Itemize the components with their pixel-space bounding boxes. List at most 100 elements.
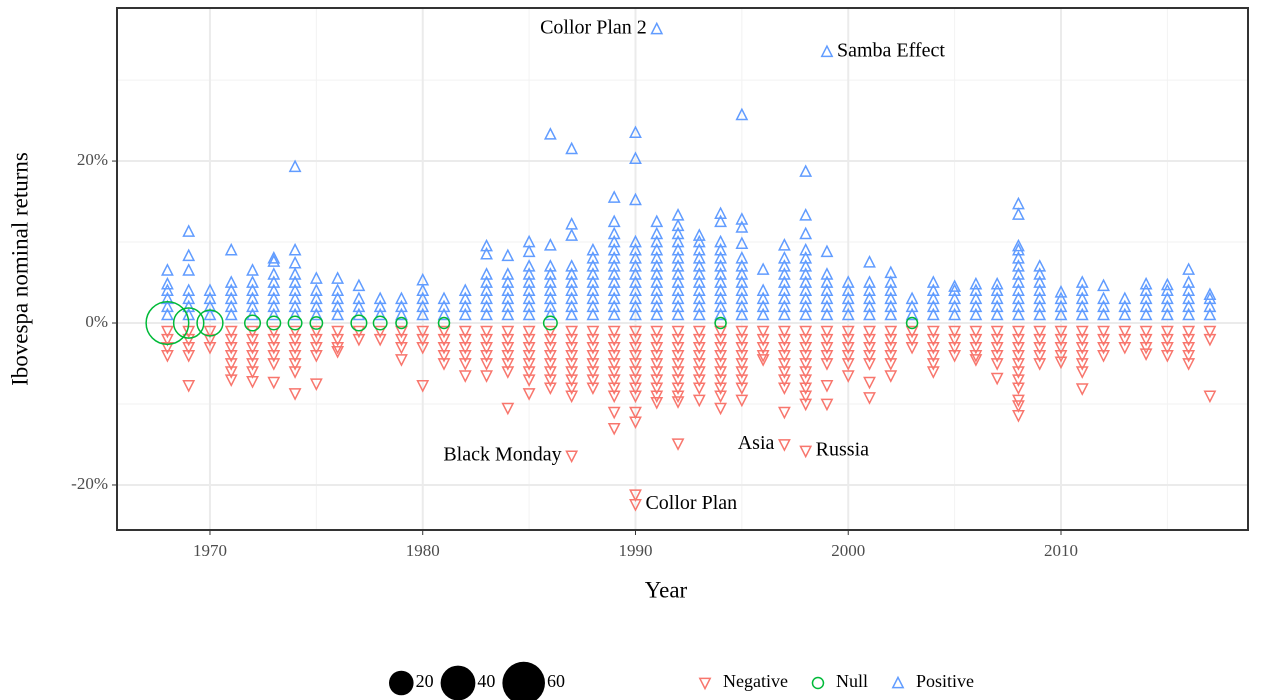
negative-point: [650, 341, 664, 355]
negative-point: [1139, 325, 1153, 339]
negative-point: [756, 333, 770, 347]
null-point: [714, 316, 727, 330]
annotation: Collor Plan: [645, 492, 737, 514]
negative-point: [1033, 325, 1047, 339]
positive-point: [1054, 307, 1068, 321]
positive-point: [969, 276, 983, 290]
positive-point: [629, 125, 642, 139]
negative-point: [437, 350, 451, 363]
positive-point: [224, 242, 238, 256]
annotation: Collor Plan 2: [540, 17, 647, 39]
positive-point: [1203, 299, 1217, 313]
positive-point: [586, 283, 600, 296]
positive-point: [863, 291, 876, 305]
positive-point: [288, 291, 302, 305]
positive-point: [373, 299, 387, 313]
negative-point: [501, 402, 515, 416]
negative-point: [671, 382, 685, 396]
positive-point: [692, 242, 706, 256]
null-point: [309, 316, 324, 330]
positive-point: [1118, 291, 1132, 305]
positive-point: [650, 21, 664, 35]
positive-point: [969, 299, 983, 313]
y-tick-label: 20%: [77, 150, 108, 169]
positive-point: [480, 238, 493, 252]
positive-point: [565, 291, 579, 305]
positive-point: [309, 307, 323, 321]
positive-point: [650, 299, 664, 313]
positive-point: [480, 299, 493, 313]
negative-point: [1075, 350, 1089, 363]
negative-point: [629, 341, 642, 355]
positive-point: [714, 250, 728, 264]
negative-point: [671, 374, 685, 387]
positive-point: [458, 291, 472, 305]
negative-point: [501, 350, 515, 363]
negative-point: [1075, 358, 1089, 371]
negative-point: [714, 374, 728, 387]
positive-point: [1182, 275, 1196, 288]
negative-point: [1012, 400, 1025, 413]
negative-point: [416, 380, 430, 393]
legend-key: [811, 676, 825, 690]
positive-point: [692, 267, 706, 280]
negative-point: [160, 350, 174, 363]
positive-point: [629, 283, 642, 296]
positive-point: [650, 226, 664, 240]
negative-point: [1012, 358, 1025, 371]
negative-point: [607, 390, 621, 404]
positive-point: [841, 307, 855, 321]
legend-key: [891, 675, 905, 689]
negative-point: [650, 397, 664, 410]
positive-point: [735, 275, 749, 288]
positive-point: [777, 259, 791, 272]
positive-point: [309, 283, 323, 296]
negative-point: [671, 366, 685, 379]
positive-point: [607, 214, 621, 228]
negative-point: [1160, 341, 1174, 355]
positive-point: [799, 307, 813, 321]
negative-point: [841, 358, 855, 371]
negative-point: [607, 325, 621, 339]
positive-point: [671, 283, 685, 296]
positive-point: [841, 299, 855, 313]
negative-point: [352, 333, 366, 347]
positive-point: [735, 107, 749, 121]
positive-point: [522, 291, 536, 305]
negative-point: [777, 439, 791, 452]
positive-point: [288, 159, 302, 173]
positive-point: [565, 228, 579, 241]
negative-point: [1054, 325, 1068, 339]
negative-point: [395, 333, 408, 347]
positive-point: [309, 271, 323, 284]
negative-point: [565, 333, 579, 347]
positive-point: [224, 307, 238, 321]
negative-point: [586, 358, 600, 371]
negative-point: [288, 333, 302, 347]
positive-point: [990, 276, 1004, 290]
negative-point: [1012, 325, 1025, 339]
positive-point: [799, 291, 813, 305]
positive-point: [522, 275, 536, 288]
positive-point: [714, 267, 728, 280]
negative-point: [799, 325, 813, 339]
positive-point: [416, 283, 430, 296]
positive-point: [288, 283, 302, 296]
positive-point: [224, 283, 238, 296]
positive-point: [480, 275, 493, 288]
positive-point: [586, 267, 600, 280]
positive-point: [543, 283, 557, 296]
positive-point: [1054, 291, 1068, 305]
positive-point: [543, 238, 557, 251]
negative-point: [777, 325, 791, 339]
positive-point: [373, 307, 387, 321]
negative-point: [267, 325, 281, 339]
positive-point: [692, 259, 706, 272]
negative-point: [1012, 382, 1025, 396]
negative-point: [288, 366, 302, 379]
negative-point: [543, 366, 557, 379]
annotation: Russia: [816, 439, 869, 461]
positive-point: [565, 216, 579, 230]
negative-point: [905, 341, 919, 355]
